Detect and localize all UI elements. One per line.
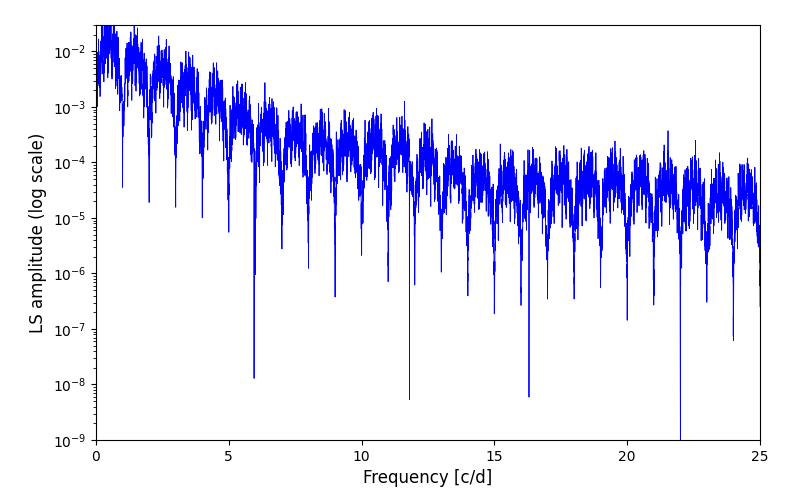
Y-axis label: LS amplitude (log scale): LS amplitude (log scale) bbox=[30, 132, 47, 332]
X-axis label: Frequency [c/d]: Frequency [c/d] bbox=[363, 470, 493, 488]
